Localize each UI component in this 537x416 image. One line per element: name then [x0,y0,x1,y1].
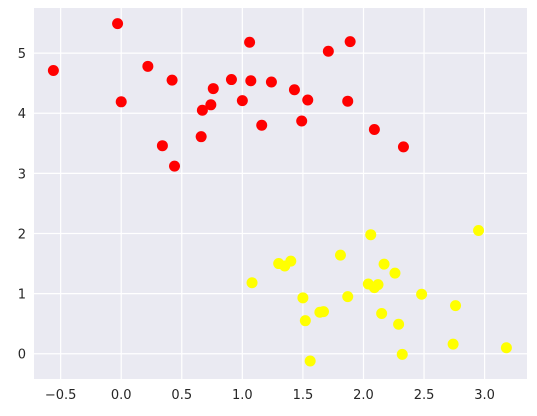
scatter-point [166,74,178,86]
scatter-point [378,258,390,270]
y-tick-label: 4 [18,107,26,122]
scatter-point [322,45,334,57]
x-tick-label: 2.5 [414,388,435,403]
scatter-point [225,74,237,86]
y-tick-label: 0 [18,348,26,363]
scatter-point [299,315,311,327]
x-tick-label: −0.5 [45,388,77,403]
x-tick-label: 2.0 [353,388,374,403]
grid-lines [34,8,527,379]
scatter-point [368,123,380,135]
scatter-point [236,95,248,107]
x-tick-label: 1.5 [293,388,314,403]
scatter-point [372,279,384,291]
scatter-point [245,75,257,87]
x-axis-ticks: −0.5 0.0 0.5 1.0 1.5 2.0 2.5 3.0 [45,388,495,403]
scatter-point [344,36,356,48]
scatter-point [47,65,59,77]
scatter-point [196,104,208,116]
scatter-point [115,96,127,108]
plot-background [34,8,527,379]
scatter-point [156,140,168,152]
y-tick-label: 1 [18,288,26,303]
scatter-point [169,160,181,172]
scatter-point [142,60,154,72]
x-tick-label: 3.0 [474,388,495,403]
scatter-point [447,338,459,350]
scatter-point [304,355,316,367]
y-tick-label: 2 [18,227,26,242]
scatter-point [334,249,346,261]
x-tick-label: 0.0 [111,388,132,403]
scatter-point [397,141,409,153]
scatter-point [288,84,300,96]
scatter-point [195,131,207,143]
scatter-point [256,119,268,131]
scatter-point [244,36,256,48]
scatter-point [207,83,219,95]
x-tick-label: 1.0 [232,388,253,403]
y-tick-label: 5 [18,47,26,62]
scatter-point [473,224,485,236]
scatter-point [376,307,388,319]
scatter-point [205,99,217,111]
scatter-point [450,300,462,312]
scatter-point [285,255,297,267]
data-points [47,18,512,367]
scatter-point [297,292,309,304]
scatter-point [112,18,124,30]
scatter-point [342,291,354,303]
scatter-point [389,267,401,279]
scatter-point [318,306,330,318]
scatter-point [396,348,408,360]
x-tick-label: 0.5 [171,388,192,403]
y-tick-label: 3 [18,167,26,182]
scatter-point [302,94,314,106]
scatter-point [265,76,277,88]
y-axis-ticks: 0 1 2 3 4 5 [18,47,26,363]
scatter-point [416,288,428,300]
scatter-point [246,277,258,289]
scatter-point [296,115,308,127]
scatter-point [342,95,354,107]
scatter-point [500,342,512,354]
scatter-point [393,318,405,330]
scatter-point [365,229,377,241]
